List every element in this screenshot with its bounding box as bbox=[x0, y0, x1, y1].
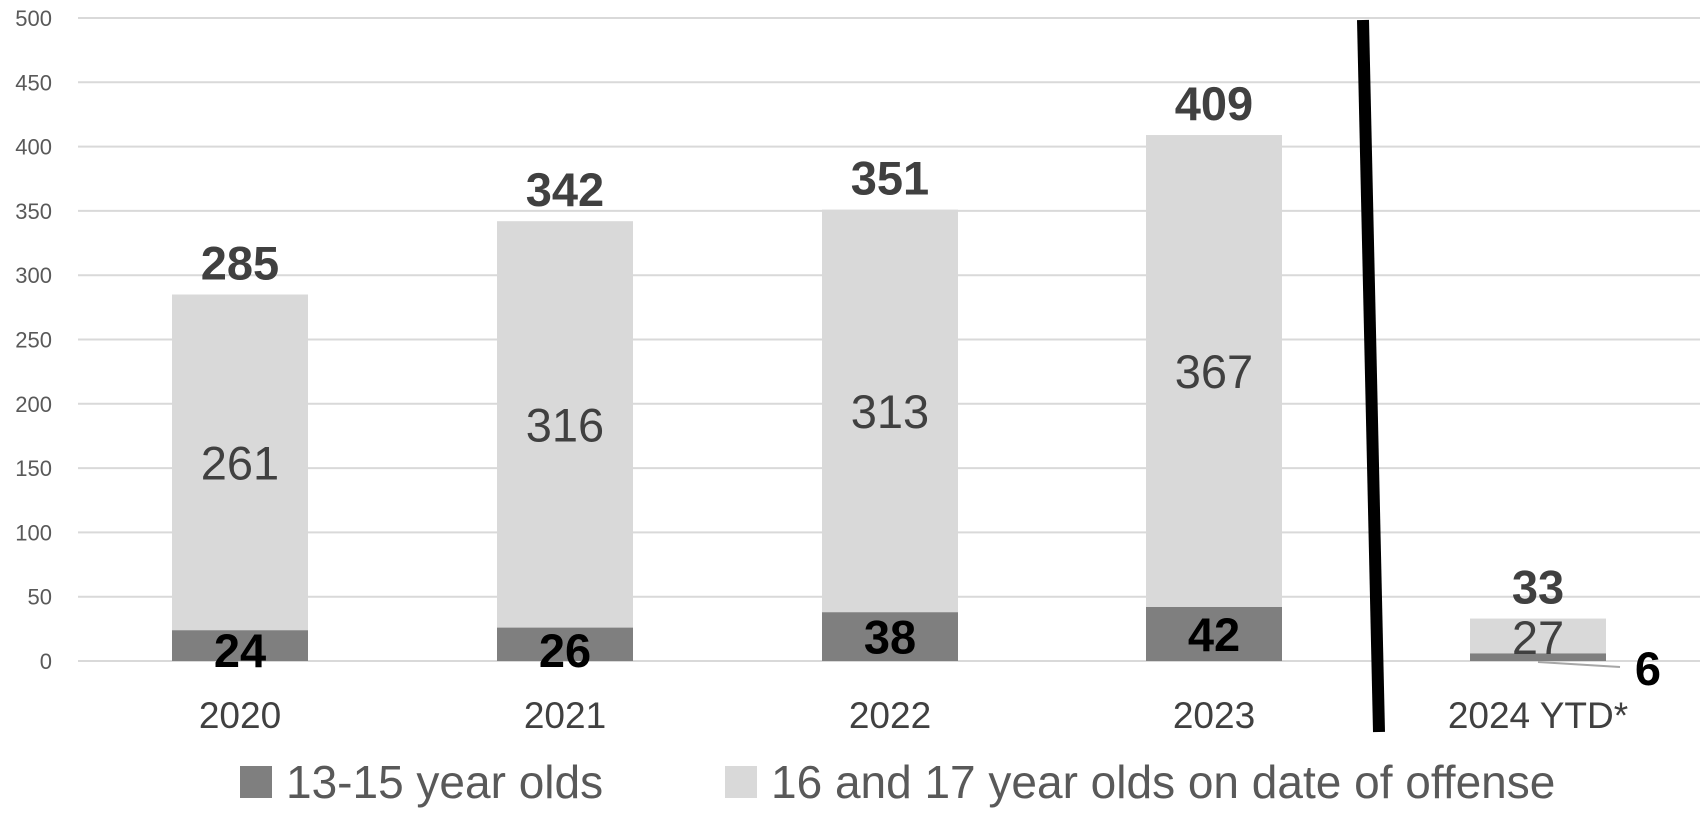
total-label: 33 bbox=[1512, 561, 1564, 614]
legend-swatch-16-17 bbox=[725, 766, 757, 798]
value-label-16-17: 261 bbox=[201, 436, 279, 489]
value-label-13-15: 26 bbox=[539, 624, 591, 677]
x-tick-label: 2020 bbox=[199, 695, 281, 736]
bar-16-17 bbox=[172, 294, 308, 631]
legend-label-13-15: 13-15 year olds bbox=[286, 756, 604, 808]
y-tick-label: 350 bbox=[15, 199, 52, 224]
bar-13-15 bbox=[1146, 606, 1282, 661]
y-tick-label: 300 bbox=[15, 263, 52, 288]
x-tick-label: 2021 bbox=[524, 695, 606, 736]
bar-16-17 bbox=[1146, 135, 1282, 607]
bar-13-15 bbox=[497, 627, 633, 661]
x-tick-label: 2023 bbox=[1173, 695, 1255, 736]
total-label: 285 bbox=[201, 236, 279, 289]
value-label-13-15: 42 bbox=[1188, 608, 1240, 661]
y-tick-label: 450 bbox=[15, 70, 52, 95]
bar-13-15 bbox=[1470, 653, 1606, 661]
y-tick-label: 50 bbox=[28, 585, 52, 610]
y-tick-label: 400 bbox=[15, 135, 52, 160]
chart-legend: 13-15 year olds 16 and 17 year olds on d… bbox=[0, 755, 1700, 815]
legend-swatch-13-15 bbox=[240, 766, 272, 798]
value-label-16-17: 367 bbox=[1175, 345, 1253, 398]
value-label-16-17: 313 bbox=[851, 385, 929, 438]
y-tick-label: 100 bbox=[15, 520, 52, 545]
legend-item-13-15: 13-15 year olds bbox=[240, 755, 603, 809]
leader-line bbox=[1537, 661, 1621, 668]
value-label-13-15: 6 bbox=[1635, 642, 1661, 695]
separator-line bbox=[1357, 19, 1385, 733]
value-label-16-17: 27 bbox=[1512, 611, 1564, 664]
bar-16-17 bbox=[822, 209, 958, 613]
bar-13-15 bbox=[172, 630, 308, 661]
total-label: 409 bbox=[1175, 77, 1253, 130]
bar-16-17 bbox=[1470, 618, 1606, 654]
y-tick-label: 500 bbox=[15, 6, 52, 31]
total-label: 351 bbox=[851, 152, 929, 205]
bar-13-15 bbox=[822, 612, 958, 661]
x-tick-label: 2022 bbox=[849, 695, 931, 736]
y-tick-label: 200 bbox=[15, 392, 52, 417]
legend-label-16-17: 16 and 17 year olds on date of offense bbox=[771, 756, 1556, 808]
y-tick-label: 0 bbox=[40, 649, 52, 674]
bar-16-17 bbox=[497, 221, 633, 628]
value-label-16-17: 316 bbox=[526, 398, 604, 451]
legend-item-16-17: 16 and 17 year olds on date of offense bbox=[725, 755, 1555, 809]
y-tick-label: 250 bbox=[15, 328, 52, 353]
y-tick-label: 150 bbox=[15, 456, 52, 481]
x-tick-label: 2024 YTD* bbox=[1448, 695, 1628, 736]
value-label-13-15: 38 bbox=[864, 611, 916, 664]
total-label: 342 bbox=[526, 163, 604, 216]
value-label-13-15: 24 bbox=[214, 624, 266, 677]
